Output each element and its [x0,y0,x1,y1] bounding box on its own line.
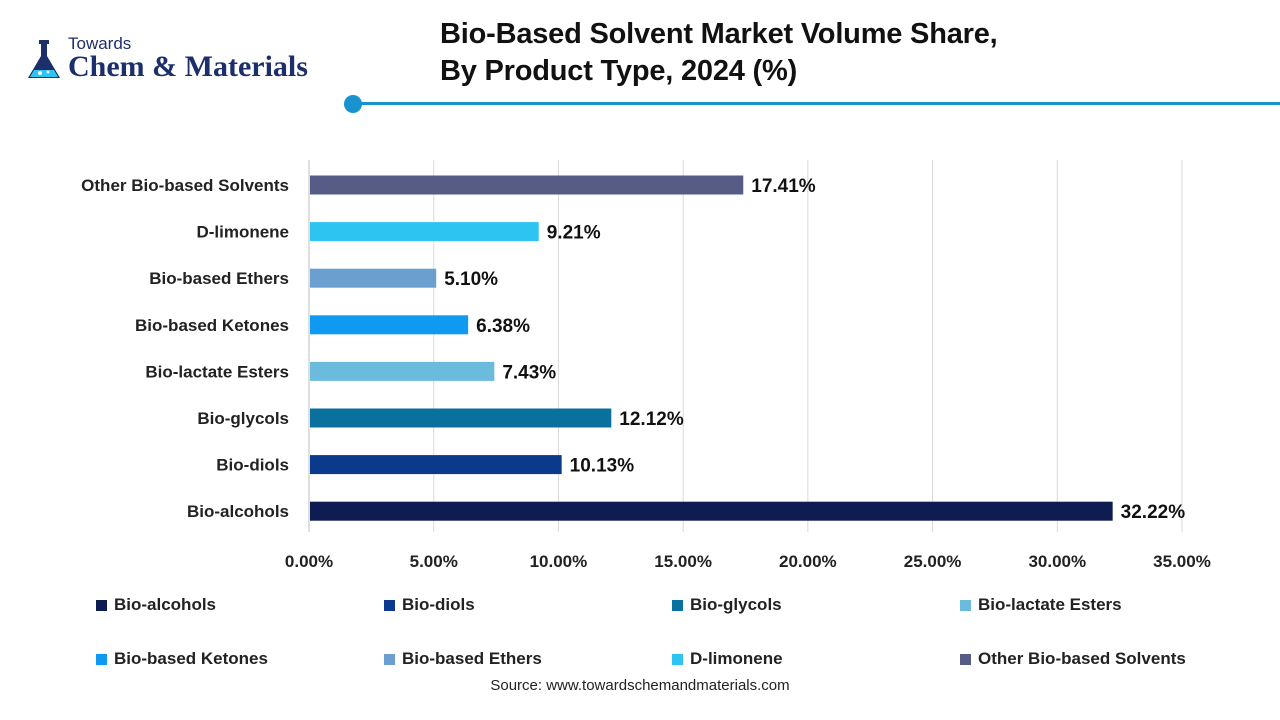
legend-item: D-limonene [672,648,960,670]
legend-item: Bio-alcohols [96,594,384,616]
legend-item: Bio-glycols [672,594,960,616]
data-label: 32.22% [1121,502,1186,523]
brand-logo: Towards Chem & Materials [22,34,342,86]
x-tick-label: 15.00% [654,552,712,571]
legend-item: Bio-lactate Esters [960,594,1260,616]
legend-label: Other Bio-based Solvents [978,649,1186,668]
bar [310,222,539,242]
y-category-label: Bio-based Ketones [135,316,289,335]
x-tick-label: 20.00% [779,552,837,571]
header-divider [360,102,1280,105]
y-category-label: Bio-diols [216,456,289,475]
data-label: 10.13% [570,456,635,477]
bar-chart: 0.00% 5.00% 10.00% 15.00% 20.00% 25.00% 30.00%… [81,160,1211,571]
y-category-label: D-limonene [196,223,289,242]
legend-label: Bio-lactate Esters [978,595,1122,614]
legend-swatch [96,599,107,611]
data-label: 12.12% [619,409,684,430]
legend-item: Bio-based Ethers [384,648,672,670]
chart-title: Bio-Based Solvent Market Volume Share, B… [440,16,998,90]
legend-label: Bio-diols [402,595,475,614]
legend-label: D-limonene [690,649,783,668]
x-tick-label: 30.00% [1028,552,1086,571]
legend-item: Bio-diols [384,594,672,616]
legend-swatch [384,599,395,611]
legend-item: Bio-based Ketones [96,648,384,670]
logo-brand-name: Chem & Materials [68,50,308,83]
data-label: 17.41% [751,176,816,197]
header-divider-dot [344,95,362,113]
y-category-label: Other Bio-based Solvents [81,176,289,195]
bar [310,501,1113,521]
legend-swatch [960,653,971,665]
bar [310,175,744,195]
legend-item: Other Bio-based Solvents [960,648,1260,670]
x-tick-label: 5.00% [410,552,458,571]
flask-logo-icon [28,40,60,78]
legend-label: Bio-based Ketones [114,649,268,668]
data-label: 5.10% [444,269,498,290]
bar [310,455,562,475]
legend-swatch [960,599,971,611]
x-tick-label: 25.00% [904,552,962,571]
legend-swatch [384,653,395,665]
data-label: 9.21% [547,223,601,244]
legend-swatch [96,653,107,665]
bar [310,268,437,288]
bar [310,315,469,335]
y-category-label: Bio-based Ethers [149,269,289,288]
x-tick-label: 10.00% [530,552,588,571]
bar [310,361,495,381]
source-note: Source: www.towardschemandmaterials.com [490,677,790,694]
logo-towards-text: Towards [68,34,132,53]
y-category-label: Bio-lactate Esters [145,362,289,381]
chart-title-line-2: By Product Type, 2024 (%) [440,55,798,87]
y-category-label: Bio-glycols [197,409,289,428]
legend-label: Bio-based Ethers [402,649,542,668]
data-label: 6.38% [476,316,530,337]
legend-swatch [672,599,683,611]
x-tick-label: 0.00% [285,552,333,571]
chart-legend: Bio-alcohols Bio-diols Bio-glycols Bio-lact… [96,594,1276,674]
y-category-label: Bio-alcohols [187,502,289,521]
bar [310,408,612,428]
chart-title-line-1: Bio-Based Solvent Market Volume Share, [440,18,998,50]
x-tick-label: 35.00% [1153,552,1211,571]
legend-label: Bio-alcohols [114,595,217,614]
legend-swatch [672,653,683,665]
legend-label: Bio-glycols [690,595,782,614]
data-label: 7.43% [502,362,556,383]
